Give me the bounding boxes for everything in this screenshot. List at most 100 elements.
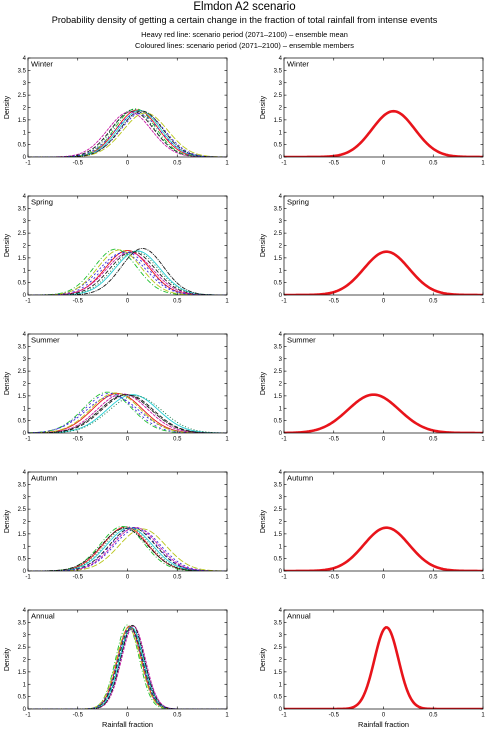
member-line bbox=[28, 527, 227, 571]
ensemble-mean-line bbox=[284, 526, 483, 571]
season-label: Winter bbox=[31, 60, 53, 69]
y-tick-label: 0 bbox=[23, 293, 27, 299]
season-label: Spring bbox=[31, 198, 53, 207]
panel-spring-members: 0 0.5 1 1.5 2 2.5 3 3.5 4 -1 -0.5 0 0.5 1 Spring Densit… bbox=[4, 194, 229, 305]
member-line bbox=[28, 111, 227, 157]
y-tick-label: 2.5 bbox=[18, 645, 27, 651]
x-tick-label: -0.5 bbox=[329, 161, 340, 167]
member-line bbox=[28, 627, 227, 709]
y-tick-label: 3.5 bbox=[18, 68, 27, 74]
y-tick-label: 1.5 bbox=[274, 394, 283, 400]
y-tick-label: 3 bbox=[23, 81, 27, 87]
season-label: Autumn bbox=[287, 474, 313, 483]
season-label: Spring bbox=[287, 198, 309, 207]
y-tick-label: 3 bbox=[23, 357, 27, 363]
y-tick-label: 2 bbox=[23, 244, 27, 250]
y-axis-label: Density bbox=[260, 647, 267, 671]
y-tick-label: 2.5 bbox=[18, 507, 27, 513]
y-tick-label: 2 bbox=[23, 520, 27, 526]
member-line bbox=[28, 525, 227, 571]
y-tick-label: 2 bbox=[279, 520, 283, 526]
member-line bbox=[28, 392, 227, 433]
y-axis-label: Density bbox=[4, 95, 11, 119]
y-axis-label: Density bbox=[260, 509, 267, 533]
y-tick-label: 3.5 bbox=[18, 206, 27, 212]
member-line bbox=[28, 526, 227, 571]
x-tick-label: 0.5 bbox=[173, 161, 182, 167]
y-tick-label: 3.5 bbox=[18, 620, 27, 626]
y-tick-label: 0 bbox=[279, 293, 283, 299]
member-line bbox=[28, 526, 227, 571]
ensemble-mean-line bbox=[284, 109, 483, 157]
y-tick-label: 0.5 bbox=[18, 281, 27, 287]
season-label: Annual bbox=[31, 612, 55, 621]
member-line bbox=[28, 393, 227, 433]
y-tick-label: 2 bbox=[23, 106, 27, 112]
y-tick-label: 1 bbox=[23, 682, 27, 688]
x-tick-label: 0 bbox=[126, 575, 130, 581]
y-tick-label: 4 bbox=[279, 332, 283, 338]
x-tick-label: 1 bbox=[481, 713, 485, 719]
y-tick-label: 1.5 bbox=[18, 670, 27, 676]
y-tick-label: 3 bbox=[23, 633, 27, 639]
x-tick-label: 0.5 bbox=[173, 437, 182, 443]
y-axis-label: Density bbox=[260, 95, 267, 119]
season-label: Autumn bbox=[31, 474, 57, 483]
y-tick-label: 1.5 bbox=[18, 394, 27, 400]
y-tick-label: 2.5 bbox=[274, 369, 283, 375]
x-tick-label: -1 bbox=[281, 713, 287, 719]
member-line bbox=[28, 527, 227, 571]
y-tick-label: 0 bbox=[23, 155, 27, 161]
y-tick-label: 1.5 bbox=[18, 532, 27, 538]
y-tick-label: 1 bbox=[279, 406, 283, 412]
x-tick-label: -0.5 bbox=[73, 437, 84, 443]
axes-frame bbox=[27, 471, 228, 572]
y-tick-label: 2.5 bbox=[274, 231, 283, 237]
y-tick-label: 3 bbox=[23, 495, 27, 501]
member-line bbox=[28, 113, 227, 157]
y-tick-label: 1 bbox=[279, 268, 283, 274]
y-tick-label: 3 bbox=[279, 633, 283, 639]
x-axis-label: Rainfall fraction bbox=[102, 720, 153, 729]
y-tick-label: 0 bbox=[23, 431, 27, 437]
panel-summer-members: 0 0.5 1 1.5 2 2.5 3 3.5 4 -1 -0.5 0 0.5 1 Summer Densit… bbox=[4, 332, 229, 443]
panel-spring-mean: 0 0.5 1 1.5 2 2.5 3 3.5 4 -1 -0.5 0 0.5 1 Spring Densit… bbox=[260, 194, 485, 305]
y-tick-label: 2.5 bbox=[274, 645, 283, 651]
y-tick-label: 1 bbox=[23, 268, 27, 274]
panel-annual-mean: 0 0.5 1 1.5 2 2.5 3 3.5 4 -1 -0.5 0 0.5 1 Annual Densit… bbox=[260, 608, 485, 729]
y-tick-label: 1 bbox=[279, 682, 283, 688]
y-axis-label: Density bbox=[4, 509, 11, 533]
y-axis-label: Density bbox=[4, 371, 11, 395]
y-tick-label: 1.5 bbox=[274, 670, 283, 676]
member-line bbox=[28, 249, 227, 295]
y-tick-label: 3 bbox=[279, 495, 283, 501]
member-line bbox=[28, 626, 227, 709]
x-tick-label: 1 bbox=[225, 575, 229, 581]
axes-frame bbox=[27, 333, 228, 434]
x-tick-label: 0.5 bbox=[429, 575, 438, 581]
axes-frame bbox=[283, 609, 484, 710]
x-tick-label: -0.5 bbox=[329, 299, 340, 305]
y-axis-label: Density bbox=[4, 233, 11, 257]
season-label: Annual bbox=[287, 612, 311, 621]
panel-winter-mean: 0 0.5 1 1.5 2 2.5 3 3.5 4 -1 -0.5 0 0.5 1 Winter Densit… bbox=[260, 56, 485, 167]
member-line bbox=[28, 625, 227, 709]
x-tick-label: -0.5 bbox=[73, 575, 84, 581]
member-line bbox=[28, 628, 227, 709]
y-tick-label: 2.5 bbox=[274, 93, 283, 99]
panel-winter-members: 0 0.5 1 1.5 2 2.5 3 3.5 4 -1 -0.5 0 0.5 1 Winter Densit… bbox=[4, 56, 229, 167]
x-tick-label: -0.5 bbox=[73, 161, 84, 167]
y-tick-label: 3.5 bbox=[18, 344, 27, 350]
axes-frame bbox=[283, 57, 484, 158]
member-line bbox=[28, 394, 227, 433]
x-tick-label: 1 bbox=[225, 713, 229, 719]
y-tick-label: 1.5 bbox=[274, 118, 283, 124]
axes-frame bbox=[27, 57, 228, 158]
x-tick-label: 0.5 bbox=[429, 713, 438, 719]
member-line bbox=[28, 624, 227, 709]
panel-autumn-mean: 0 0.5 1 1.5 2 2.5 3 3.5 4 -1 -0.5 0 0.5 1 Autumn Densit… bbox=[260, 470, 485, 581]
y-tick-label: 4 bbox=[23, 608, 27, 614]
y-tick-label: 3.5 bbox=[18, 482, 27, 488]
axes-frame bbox=[27, 609, 228, 710]
x-tick-label: -1 bbox=[25, 299, 31, 305]
